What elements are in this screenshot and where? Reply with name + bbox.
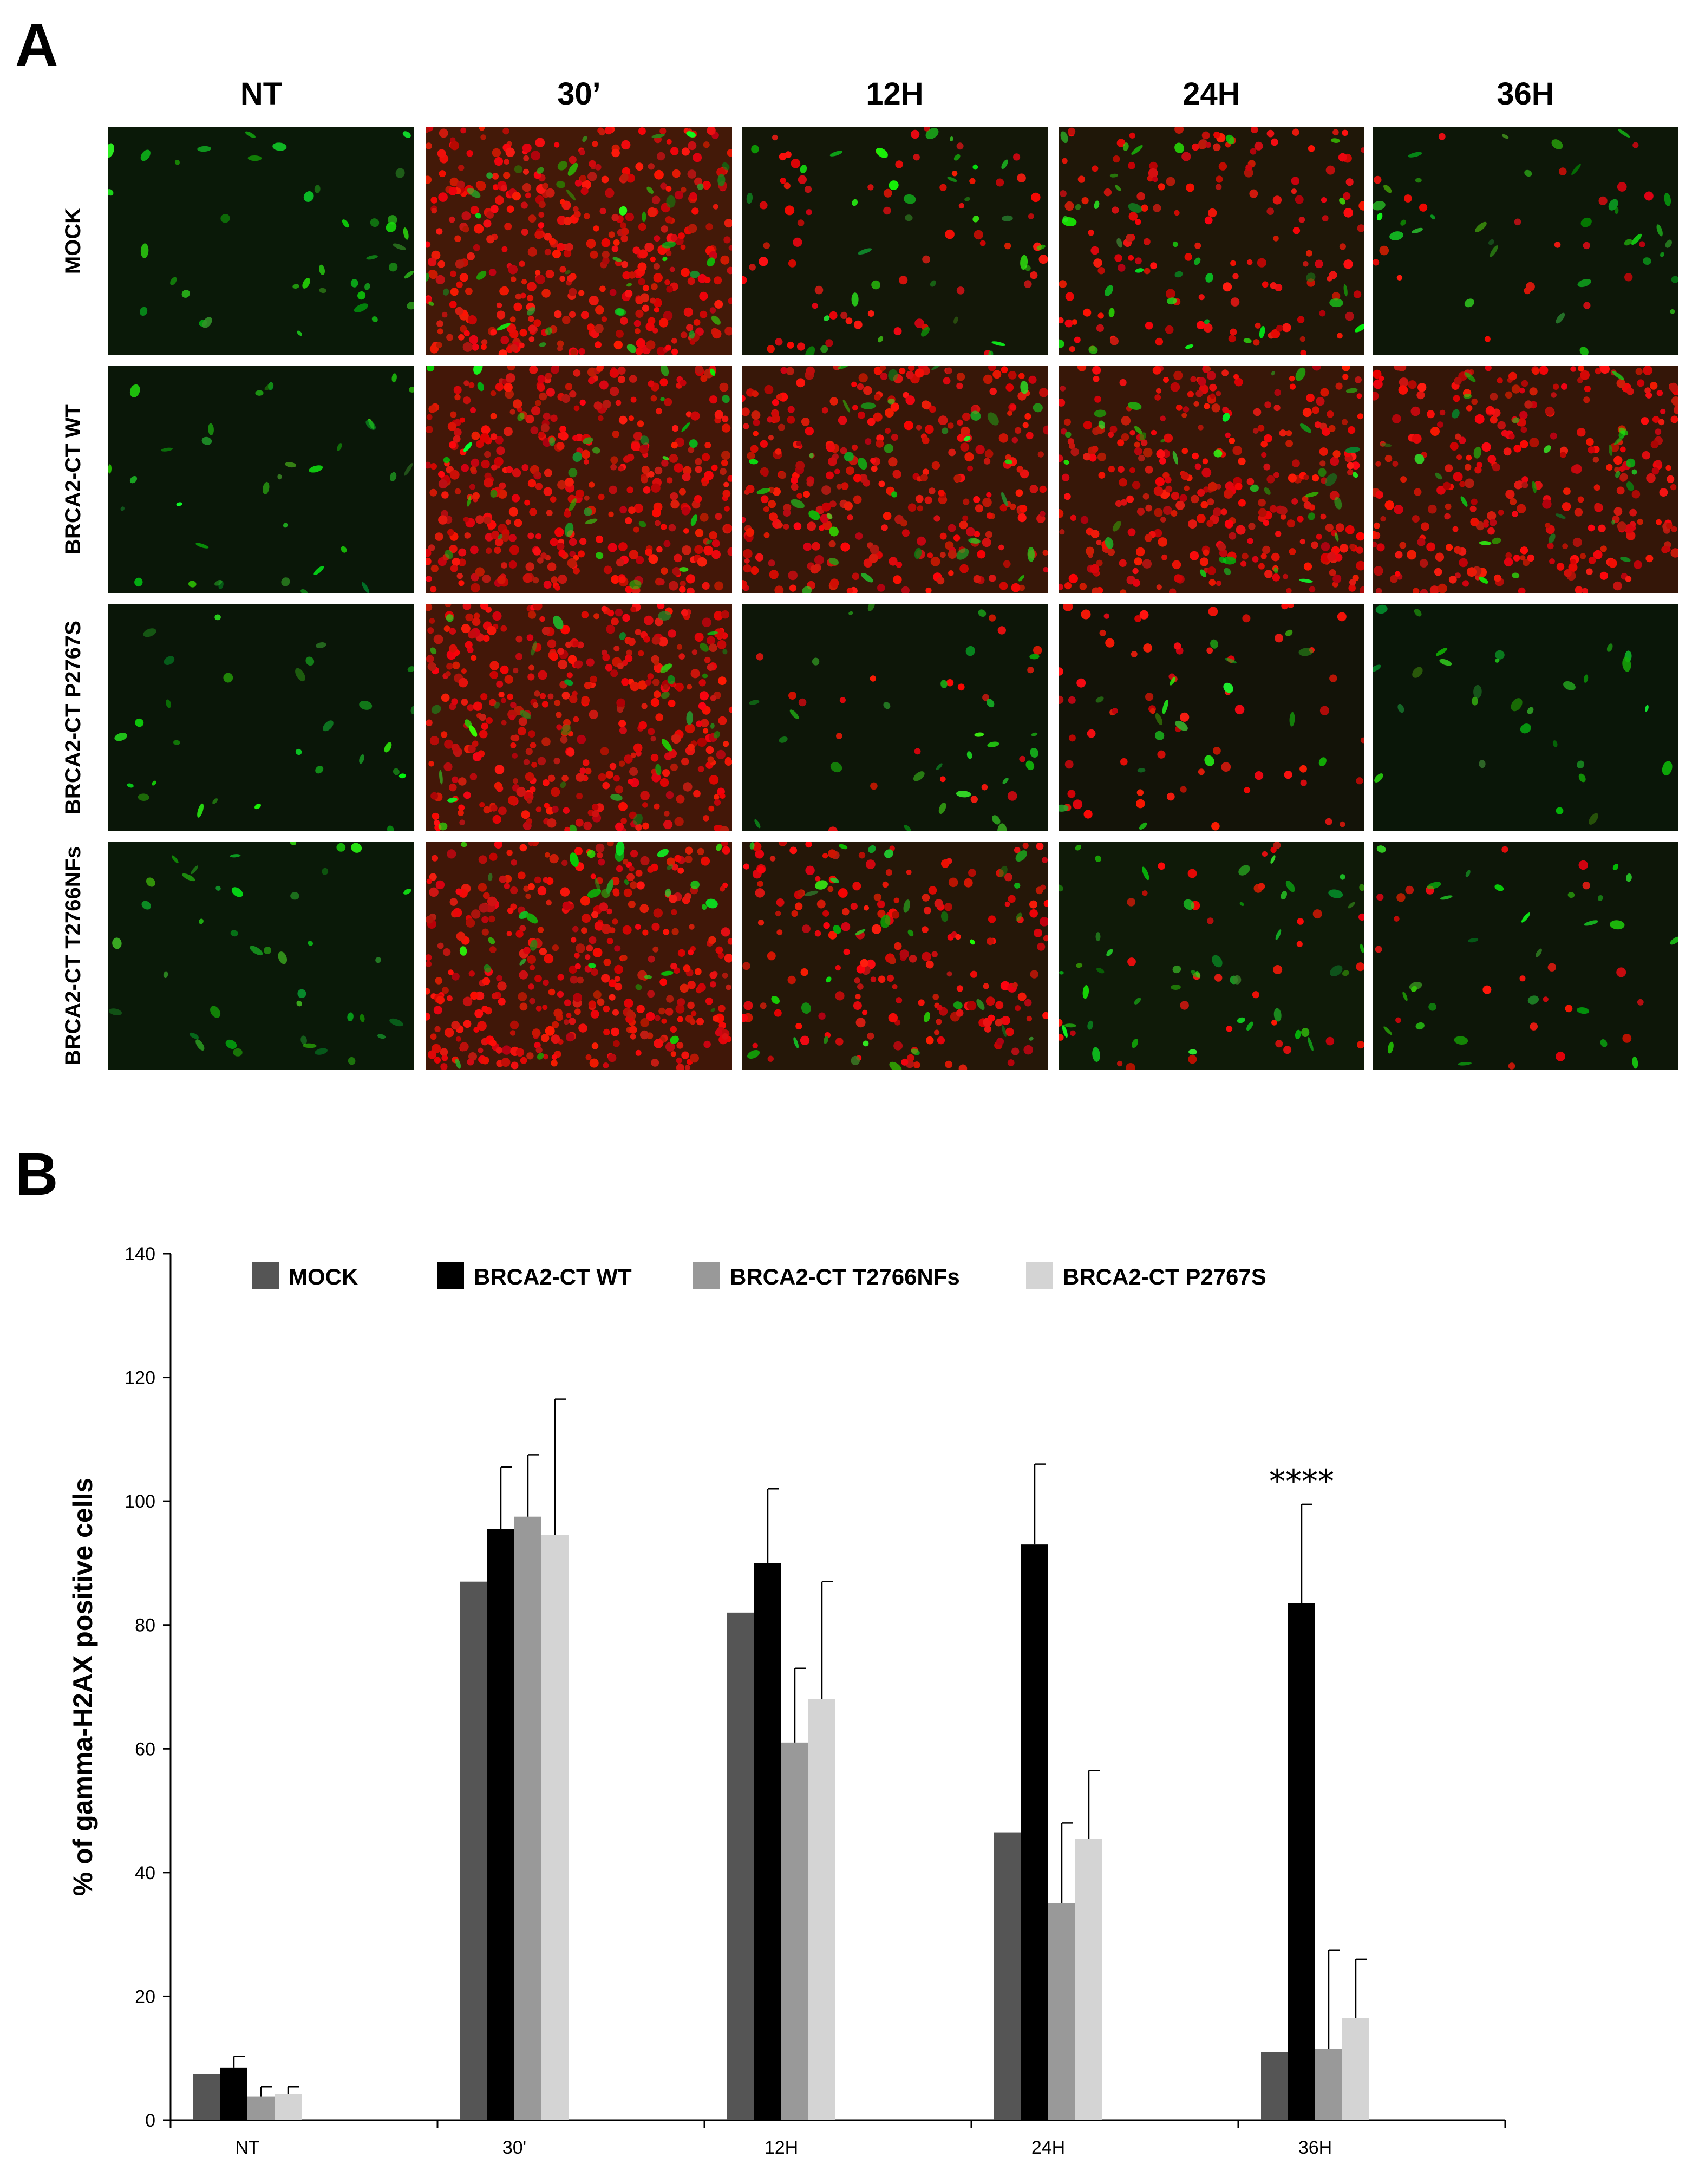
bar: [754, 1563, 781, 2120]
y-tick-label: 80: [135, 1615, 155, 1636]
microscopy-image: [1059, 127, 1364, 355]
bar: [193, 2074, 220, 2120]
microscopy-image: [108, 842, 414, 1070]
microscopy-image: [1059, 366, 1364, 593]
microscopy-image: [426, 842, 732, 1070]
microscopy-image: [1059, 604, 1364, 831]
column-header: NT: [240, 76, 283, 112]
microscopy-image: [742, 842, 1048, 1070]
bar: [994, 1832, 1021, 2120]
row-label: BRCA2-CT T2766NFs: [61, 846, 85, 1066]
panel-b-letter: B: [15, 1141, 58, 1208]
x-tick-label: 24H: [1031, 2137, 1065, 2158]
y-axis-label: % of gamma-H2AX positive cells: [68, 1478, 98, 1896]
legend-swatch: [252, 1262, 279, 1289]
column-header: 12H: [866, 76, 924, 112]
microscopy-image: [108, 366, 414, 593]
significance-marker: ****: [1269, 1463, 1334, 1501]
microscopy-image: [108, 604, 414, 831]
bar: [781, 1742, 808, 2120]
bar: [487, 1529, 514, 2120]
bar: [808, 1699, 835, 2120]
bar-chart-svg: 0 20 40 60 80 100 120 140 NT 30' 12H 24H 36H **** % of…: [68, 1244, 1506, 2158]
y-tick-label: 20: [135, 1986, 155, 2007]
microscopy-image: [742, 366, 1048, 593]
x-tick-label: 30': [502, 2137, 526, 2158]
legend-label: MOCK: [289, 1264, 358, 1289]
microscopy-image: [1373, 842, 1678, 1070]
legend-label: BRCA2-CT P2767S: [1063, 1264, 1266, 1289]
microscopy-image: [1373, 366, 1678, 593]
y-tick-label: 100: [125, 1491, 155, 1512]
microscopy-image: [426, 604, 732, 831]
microscopy-image: [426, 366, 732, 593]
y-tick-label: 60: [135, 1739, 155, 1759]
bar: [727, 1612, 754, 2120]
y-tick-label: 40: [135, 1863, 155, 1883]
bar: [541, 1535, 569, 2120]
bar: [1048, 1903, 1075, 2120]
bar: [1075, 1839, 1102, 2120]
microscopy-image: [1373, 127, 1678, 355]
microscopy-image: [426, 127, 732, 355]
bar-chart: 0 20 40 60 80 100 120 140 NT 30' 12H 24H 36H **** % of…: [0, 1218, 1692, 2184]
row-label: BRCA2-CT WT: [61, 404, 85, 555]
bar: [1021, 1544, 1048, 2120]
bar: [1315, 2049, 1342, 2120]
row-label: BRCA2-CT P2767S: [61, 621, 85, 814]
microscopy-image: [1059, 842, 1364, 1070]
x-tick-label: NT: [235, 2137, 259, 2158]
y-tick-label: 0: [145, 2110, 155, 2131]
bar: [514, 1516, 541, 2120]
panel-a-letter: A: [15, 12, 58, 79]
microscopy-image: [742, 604, 1048, 831]
bar: [1261, 2052, 1288, 2120]
microscopy-image: [742, 127, 1048, 355]
bar: [460, 1581, 487, 2120]
legend-label: BRCA2-CT T2766NFs: [730, 1264, 960, 1289]
y-tick-label: 140: [125, 1244, 155, 1264]
legend-swatch: [437, 1262, 464, 1289]
legend-swatch: [1026, 1262, 1053, 1289]
column-header: 36H: [1497, 76, 1554, 112]
row-label: MOCK: [61, 207, 85, 275]
column-header: 30’: [557, 76, 601, 112]
bar: [247, 2096, 275, 2120]
bar: [220, 2067, 247, 2120]
microscopy-image: [1373, 604, 1678, 831]
column-header: 24H: [1183, 76, 1240, 112]
microscopy-image: [108, 127, 414, 355]
bar: [1342, 2018, 1369, 2120]
legend-label: BRCA2-CT WT: [474, 1264, 632, 1289]
x-tick-label: 36H: [1298, 2137, 1332, 2158]
legend-swatch: [693, 1262, 720, 1289]
x-tick-label: 12H: [765, 2137, 798, 2158]
bar: [275, 2094, 302, 2120]
bar: [1288, 1603, 1315, 2120]
y-tick-label: 120: [125, 1368, 155, 1388]
